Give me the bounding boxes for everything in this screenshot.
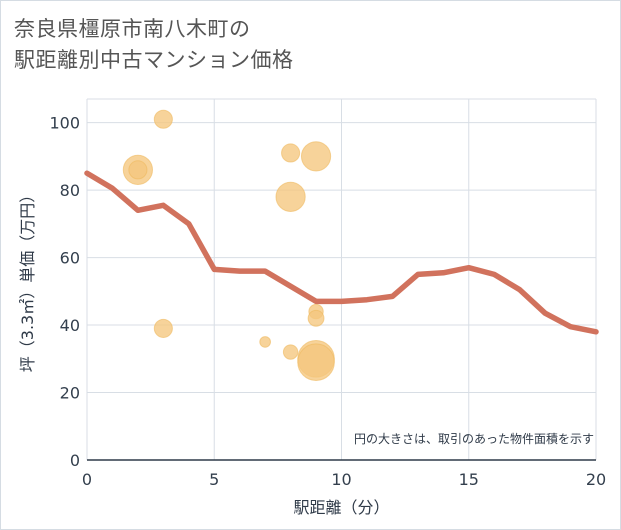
y-axis-label: 坪（3.3㎡）単価（万円） — [18, 187, 37, 372]
x-tick-label-5: 5 — [209, 470, 219, 489]
scatter-point-2 — [153, 109, 173, 129]
x-tick-label-15: 15 — [459, 470, 479, 489]
chart-title-line-1: 奈良県橿原市南八木町の — [14, 17, 251, 41]
x-tick-label-0: 0 — [82, 470, 92, 489]
trend-line — [84, 170, 599, 335]
x-axis-label: 駅距離（分） — [293, 498, 389, 517]
scatter-point-10 — [307, 309, 325, 327]
scatter-point-12 — [297, 343, 335, 381]
size-note: 円の大きさは、取引のあった物件面積を示す — [354, 431, 594, 446]
x-tick-labels: 0 5 10 15 20 — [82, 470, 606, 489]
scatter-point-3 — [153, 318, 173, 338]
chart-title: 奈良県橿原市南八木町の 駅距離別中古マンション価格 — [14, 14, 294, 76]
y-tick-label-100: 100 — [49, 114, 80, 133]
y-tick-label-60: 60 — [60, 249, 80, 268]
y-tick-label-80: 80 — [60, 181, 80, 200]
y-tick-label-40: 40 — [60, 316, 80, 335]
y-tick-label-20: 20 — [60, 384, 80, 403]
scatter-point-8 — [300, 141, 332, 172]
chart-title-line-2: 駅距離別中古マンション価格 — [14, 48, 294, 72]
bubble-layer — [122, 109, 335, 381]
scatter-point-1 — [128, 160, 148, 180]
grid-lines — [86, 98, 597, 460]
scatter-point-6 — [275, 181, 306, 212]
scatter-point-5 — [281, 143, 301, 163]
scatter-point-7 — [282, 344, 299, 360]
x-tick-label-20: 20 — [586, 470, 606, 489]
scatter-point-4 — [259, 336, 271, 348]
y-tick-labels: 0 20 40 60 80 100 — [49, 114, 80, 470]
y-tick-label-0: 0 — [70, 451, 80, 470]
x-tick-label-10: 10 — [331, 470, 351, 489]
